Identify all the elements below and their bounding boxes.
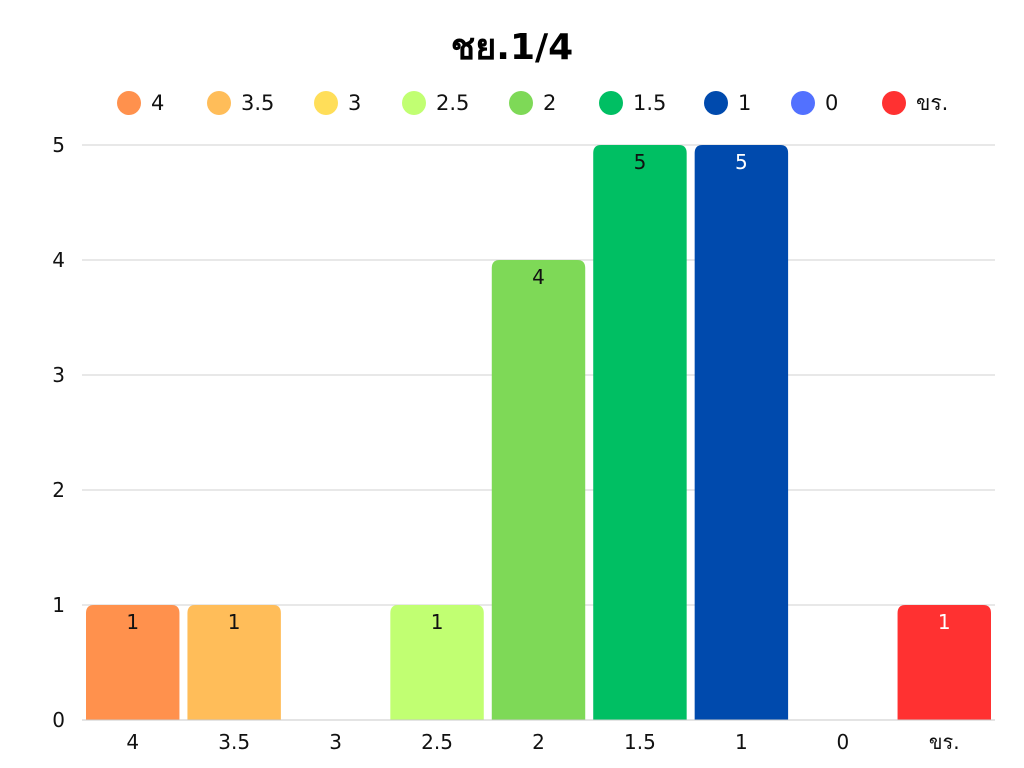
bar xyxy=(593,145,687,720)
legend-swatch xyxy=(314,91,338,115)
x-tick-label: 4 xyxy=(126,730,139,754)
legend-label: 3.5 xyxy=(241,91,275,115)
y-tick-label: 5 xyxy=(52,133,65,157)
y-tick-label: 2 xyxy=(52,478,65,502)
data-label: 1 xyxy=(938,610,951,634)
legend-label: ขร. xyxy=(916,90,949,115)
data-label: 5 xyxy=(634,150,647,174)
x-tick-label: 1.5 xyxy=(624,730,656,754)
x-tick-label: 0 xyxy=(836,730,849,754)
data-label: 1 xyxy=(431,610,444,634)
bar xyxy=(491,260,586,720)
legend-item: ขร. xyxy=(882,88,948,118)
legend-item: 2 xyxy=(509,88,556,118)
legend-swatch xyxy=(509,91,533,115)
x-tick-label: 2 xyxy=(532,730,545,754)
legend-item: 4 xyxy=(117,88,164,118)
bar xyxy=(187,605,281,720)
legend-label: 1 xyxy=(738,91,752,115)
legend-swatch xyxy=(704,91,728,115)
legend-label: 3 xyxy=(348,91,362,115)
legend-item: 3.5 xyxy=(207,88,274,118)
legend-item: 1 xyxy=(704,88,751,118)
data-label: 4 xyxy=(532,265,545,289)
y-tick-label: 0 xyxy=(52,708,65,732)
legend-label: 0 xyxy=(825,91,839,115)
bar xyxy=(694,145,789,720)
x-tick-label: 1 xyxy=(735,730,748,754)
legend-label: 4 xyxy=(151,91,165,115)
x-tick-label: ขร. xyxy=(929,730,960,754)
x-tick-label: 2.5 xyxy=(421,730,453,754)
bar xyxy=(86,605,180,720)
y-tick-label: 4 xyxy=(52,248,65,272)
legend-swatch xyxy=(207,91,231,115)
legend-item: 3 xyxy=(314,88,361,118)
legend-item: 1.5 xyxy=(599,88,666,118)
y-tick-label: 1 xyxy=(52,593,65,617)
legend-label: 2 xyxy=(543,91,557,115)
chart-legend: 4 3.5 3 2.5 2 1.5 1 0 ขร. xyxy=(0,88,1024,118)
legend-swatch xyxy=(882,91,906,115)
bar xyxy=(897,605,991,720)
legend-label: 2.5 xyxy=(436,91,470,115)
legend-swatch xyxy=(402,91,426,115)
data-label: 1 xyxy=(228,610,241,634)
legend-label: 1.5 xyxy=(633,91,667,115)
x-tick-label: 3.5 xyxy=(218,730,250,754)
chart-title: ชย.1/4 xyxy=(450,27,574,68)
legend-swatch xyxy=(599,91,623,115)
legend-swatch xyxy=(117,91,141,115)
y-tick-label: 3 xyxy=(52,363,65,387)
legend-item: 0 xyxy=(791,88,838,118)
data-label: 5 xyxy=(735,150,748,174)
legend-item: 2.5 xyxy=(402,88,469,118)
x-tick-label: 3 xyxy=(329,730,342,754)
legend-swatch xyxy=(791,91,815,115)
bar xyxy=(390,605,484,720)
data-label: 1 xyxy=(126,610,139,634)
